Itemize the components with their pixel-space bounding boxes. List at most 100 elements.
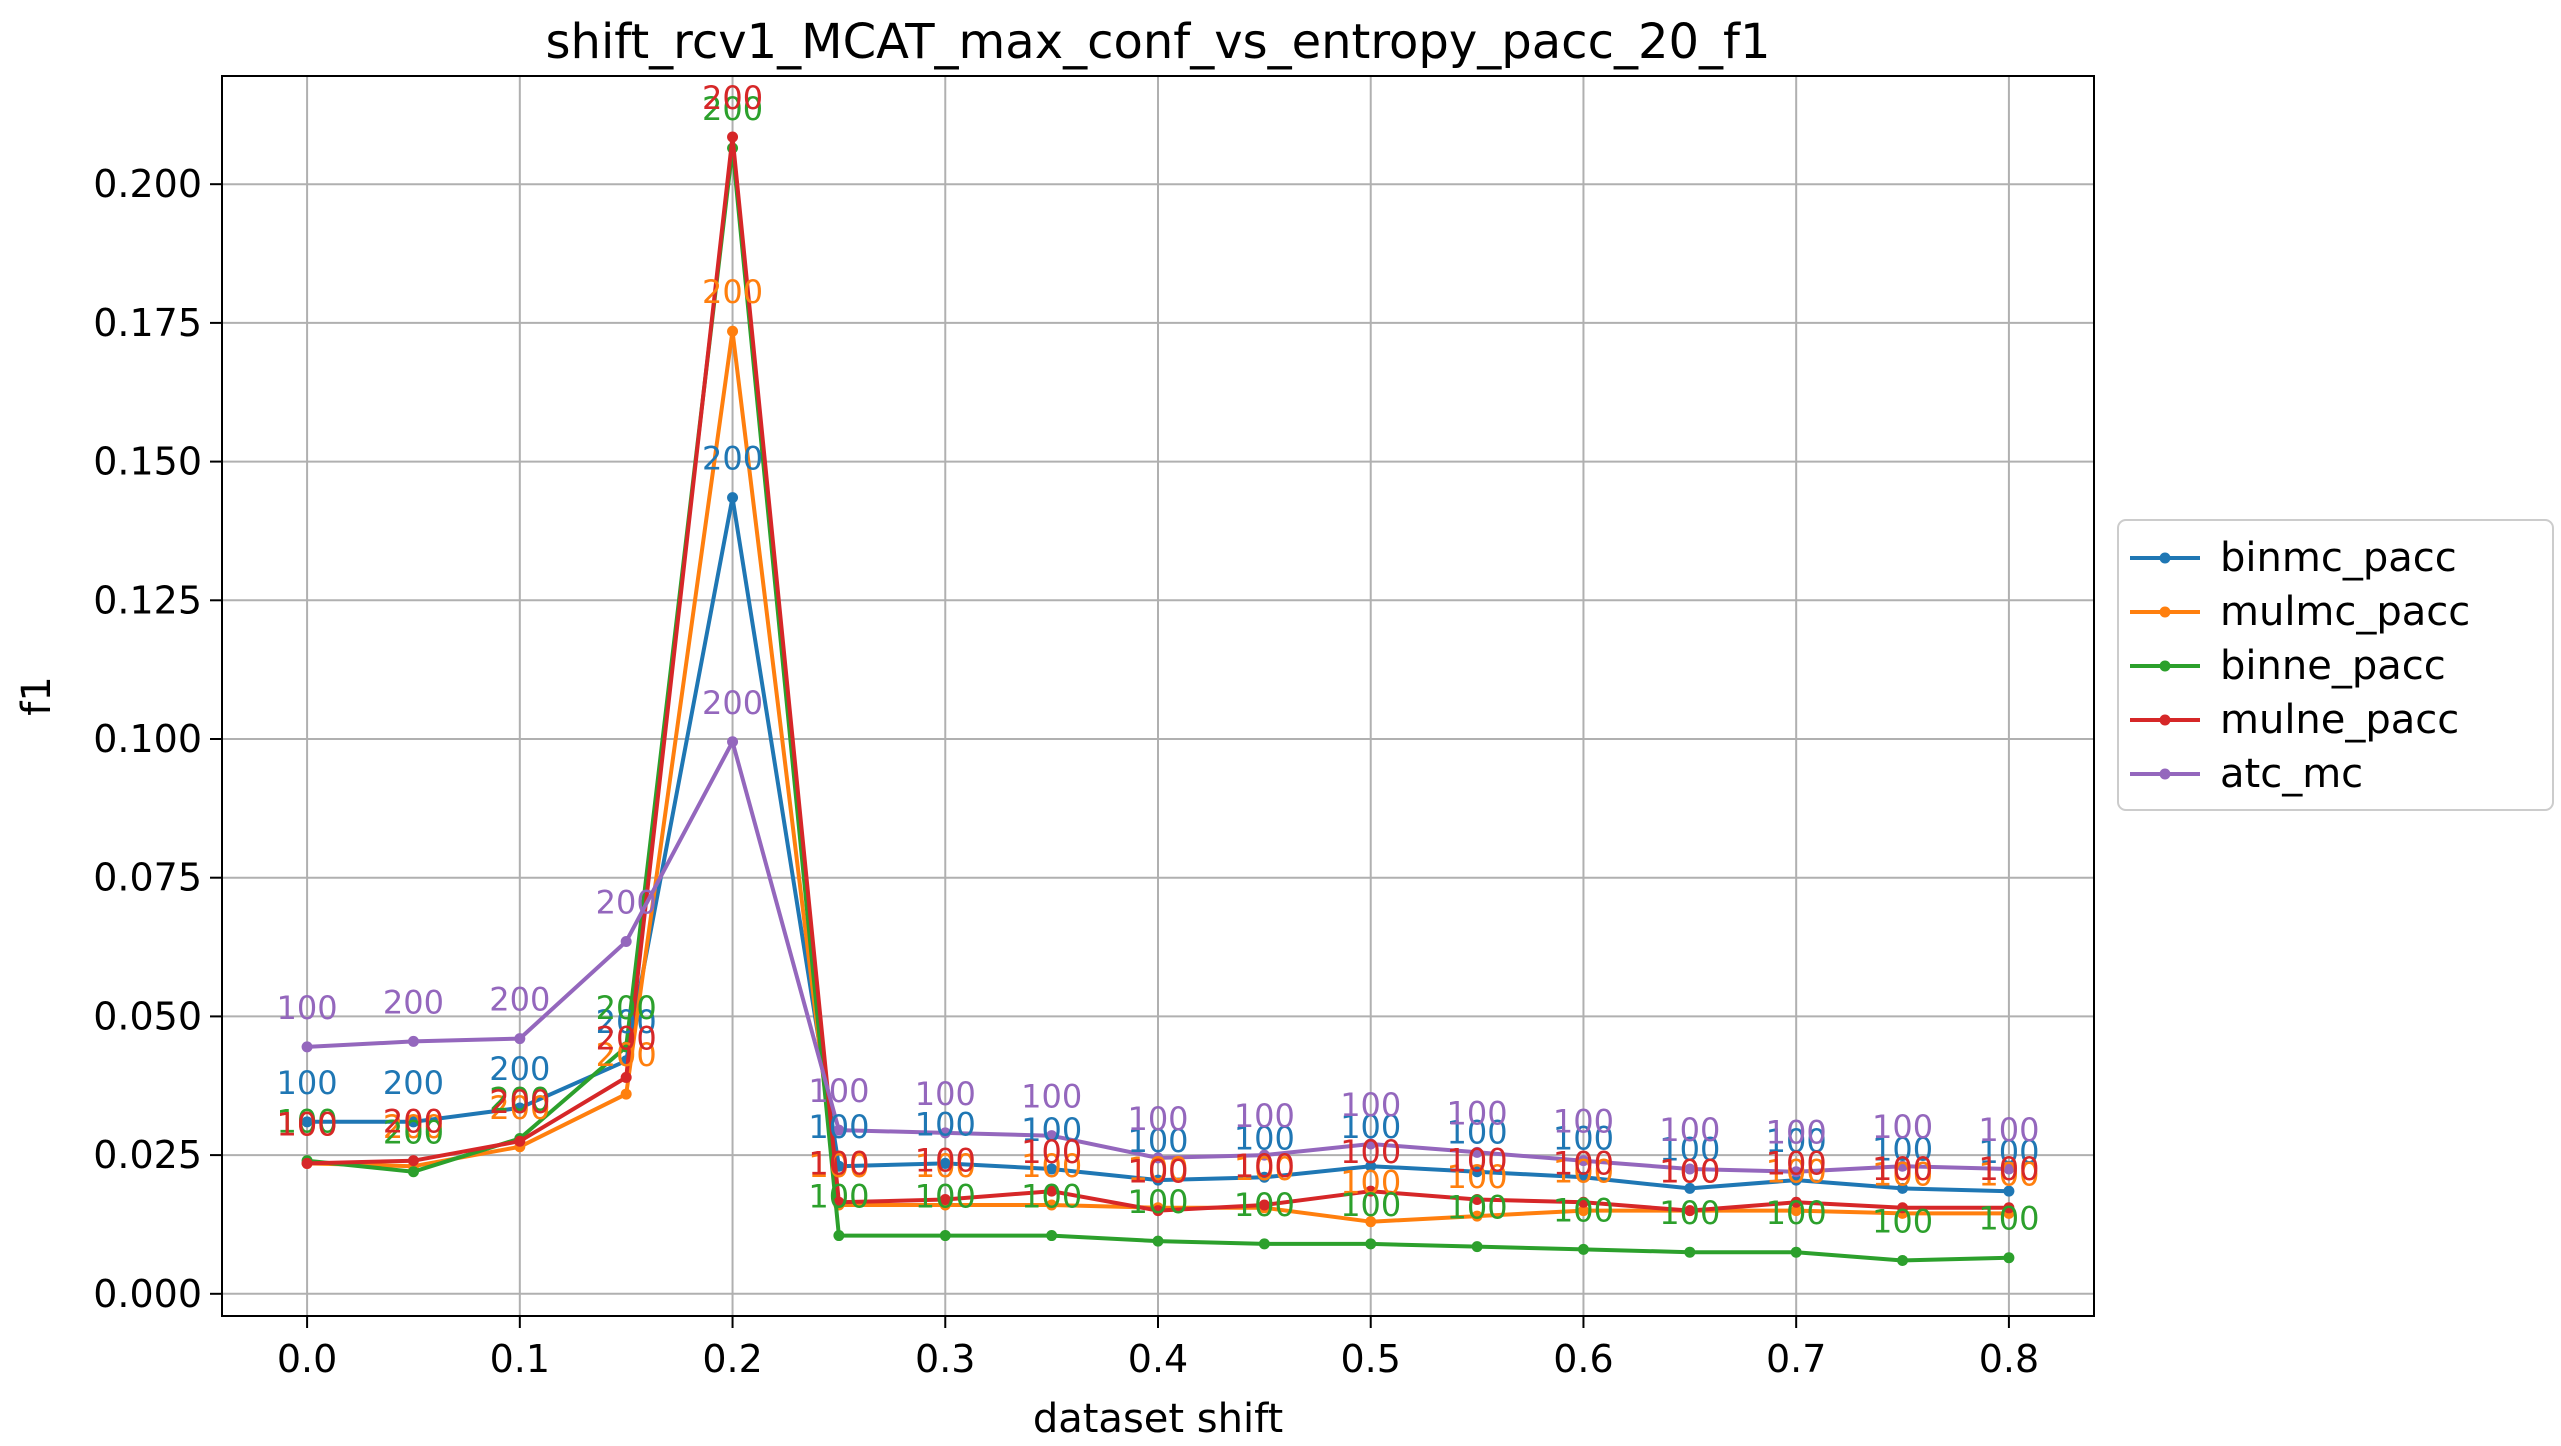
data-point — [301, 1041, 313, 1053]
data-point — [1258, 1149, 1270, 1161]
point-label: 100 — [1127, 1183, 1188, 1221]
data-point — [1577, 1155, 1589, 1167]
data-point — [1897, 1255, 1909, 1267]
y-tick-label: 0.100 — [93, 717, 202, 761]
point-label: 100 — [808, 1072, 869, 1110]
data-point — [514, 1102, 526, 1114]
point-label: 200 — [383, 1103, 444, 1141]
point-label: 100 — [1872, 1150, 1933, 1188]
y-tick-label: 0.075 — [93, 856, 202, 900]
data-point — [1046, 1163, 1058, 1175]
y-tick-label: 0.150 — [93, 440, 202, 484]
series-atc_mc — [301, 736, 2015, 1178]
data-point — [939, 1157, 951, 1169]
data-point — [1258, 1171, 1270, 1183]
point-label: 100 — [1340, 1086, 1401, 1124]
data-point — [1577, 1171, 1589, 1183]
data-point — [1897, 1182, 1909, 1194]
data-point — [1790, 1166, 1802, 1178]
point-label: 100 — [277, 1105, 338, 1143]
point-label: 100 — [1659, 1194, 1720, 1232]
point-label: 100 — [1447, 1141, 1508, 1179]
point-label: 100 — [1872, 1203, 1933, 1241]
point-label: 100 — [1766, 1114, 1827, 1152]
point-label: 100 — [915, 1141, 976, 1179]
point-label: 200 — [383, 1064, 444, 1102]
point-label: 100 — [1234, 1150, 1295, 1188]
point-label: 100 — [1978, 1200, 2039, 1238]
data-point — [407, 1116, 419, 1128]
point-label: 100 — [1978, 1150, 2039, 1188]
series-layer — [301, 131, 2015, 1267]
data-point — [833, 1230, 845, 1242]
legend-label: binne_pacc — [2220, 643, 2446, 689]
x-tick-label: 0.8 — [1979, 1337, 2039, 1381]
point-label: 200 — [489, 981, 550, 1019]
point-label: 100 — [1659, 1153, 1720, 1191]
legend-item: mulmc_pacc — [2130, 589, 2470, 635]
x-tick-label: 0.5 — [1341, 1337, 1401, 1381]
data-point — [1046, 1199, 1058, 1211]
data-point — [1577, 1205, 1589, 1217]
data-point — [1897, 1202, 1909, 1214]
point-label: 100 — [1659, 1153, 1720, 1191]
data-point — [1365, 1216, 1377, 1228]
point-label: 100 — [277, 989, 338, 1027]
point-label: 100 — [1447, 1094, 1508, 1132]
point-label: 100 — [1021, 1133, 1082, 1171]
point-label: 100 — [915, 1178, 976, 1216]
data-point — [939, 1127, 951, 1139]
data-point — [1684, 1205, 1696, 1217]
x-tick-label: 0.4 — [1128, 1337, 1188, 1381]
point-label: 200 — [383, 983, 444, 1021]
data-point — [939, 1230, 951, 1242]
data-point — [1684, 1163, 1696, 1175]
data-point — [727, 325, 739, 337]
point-label: 100 — [1127, 1100, 1188, 1138]
data-point — [1152, 1174, 1164, 1186]
data-point — [407, 1155, 419, 1167]
point-label: 200 — [489, 1050, 550, 1088]
data-point — [1471, 1146, 1483, 1158]
point-label: 200 — [596, 1019, 657, 1057]
y-tick-label: 0.025 — [93, 1133, 202, 1177]
data-point — [407, 1166, 419, 1178]
point-label: 100 — [1021, 1078, 1082, 1116]
y-tick-label: 0.000 — [93, 1272, 202, 1316]
point-label: 200 — [596, 1003, 657, 1041]
data-point — [1365, 1138, 1377, 1150]
legend-box — [2117, 519, 2554, 811]
point-label: 100 — [277, 1064, 338, 1102]
point-label: 100 — [1978, 1111, 2039, 1149]
y-tick-label: 0.200 — [93, 162, 202, 206]
data-point — [727, 492, 739, 504]
point-label: 100 — [1021, 1111, 1082, 1149]
point-label: 100 — [1127, 1153, 1188, 1191]
x-tick-label: 0.3 — [915, 1337, 975, 1381]
data-point — [1152, 1235, 1164, 1247]
data-point — [620, 1071, 632, 1083]
data-point — [1790, 1246, 1802, 1258]
point-label: 100 — [808, 1178, 869, 1216]
point-label: 100 — [915, 1105, 976, 1143]
data-point — [1258, 1199, 1270, 1211]
legend: binmc_pacc mulmc_pacc binne_pacc mulne_pacc… — [2117, 519, 2554, 811]
x-tick-label: 0.2 — [702, 1337, 762, 1381]
data-point — [1365, 1238, 1377, 1250]
legend-swatch-marker — [2159, 660, 2171, 672]
point-label: 100 — [1234, 1186, 1295, 1224]
point-label: 100 — [1447, 1158, 1508, 1196]
legend-label: mulne_pacc — [2220, 697, 2459, 743]
data-point — [1577, 1243, 1589, 1255]
data-point — [514, 1033, 526, 1045]
point-label: 100 — [808, 1144, 869, 1182]
legend-swatch-marker — [2159, 714, 2171, 726]
data-point — [1577, 1196, 1589, 1208]
data-point — [1365, 1185, 1377, 1197]
legend-label: mulmc_pacc — [2220, 589, 2470, 635]
data-point — [1684, 1246, 1696, 1258]
point-label: 200 — [489, 1080, 550, 1118]
data-point — [2003, 1185, 2015, 1197]
point-label: 100 — [1659, 1111, 1720, 1149]
legend-item: binmc_pacc — [2130, 535, 2457, 581]
